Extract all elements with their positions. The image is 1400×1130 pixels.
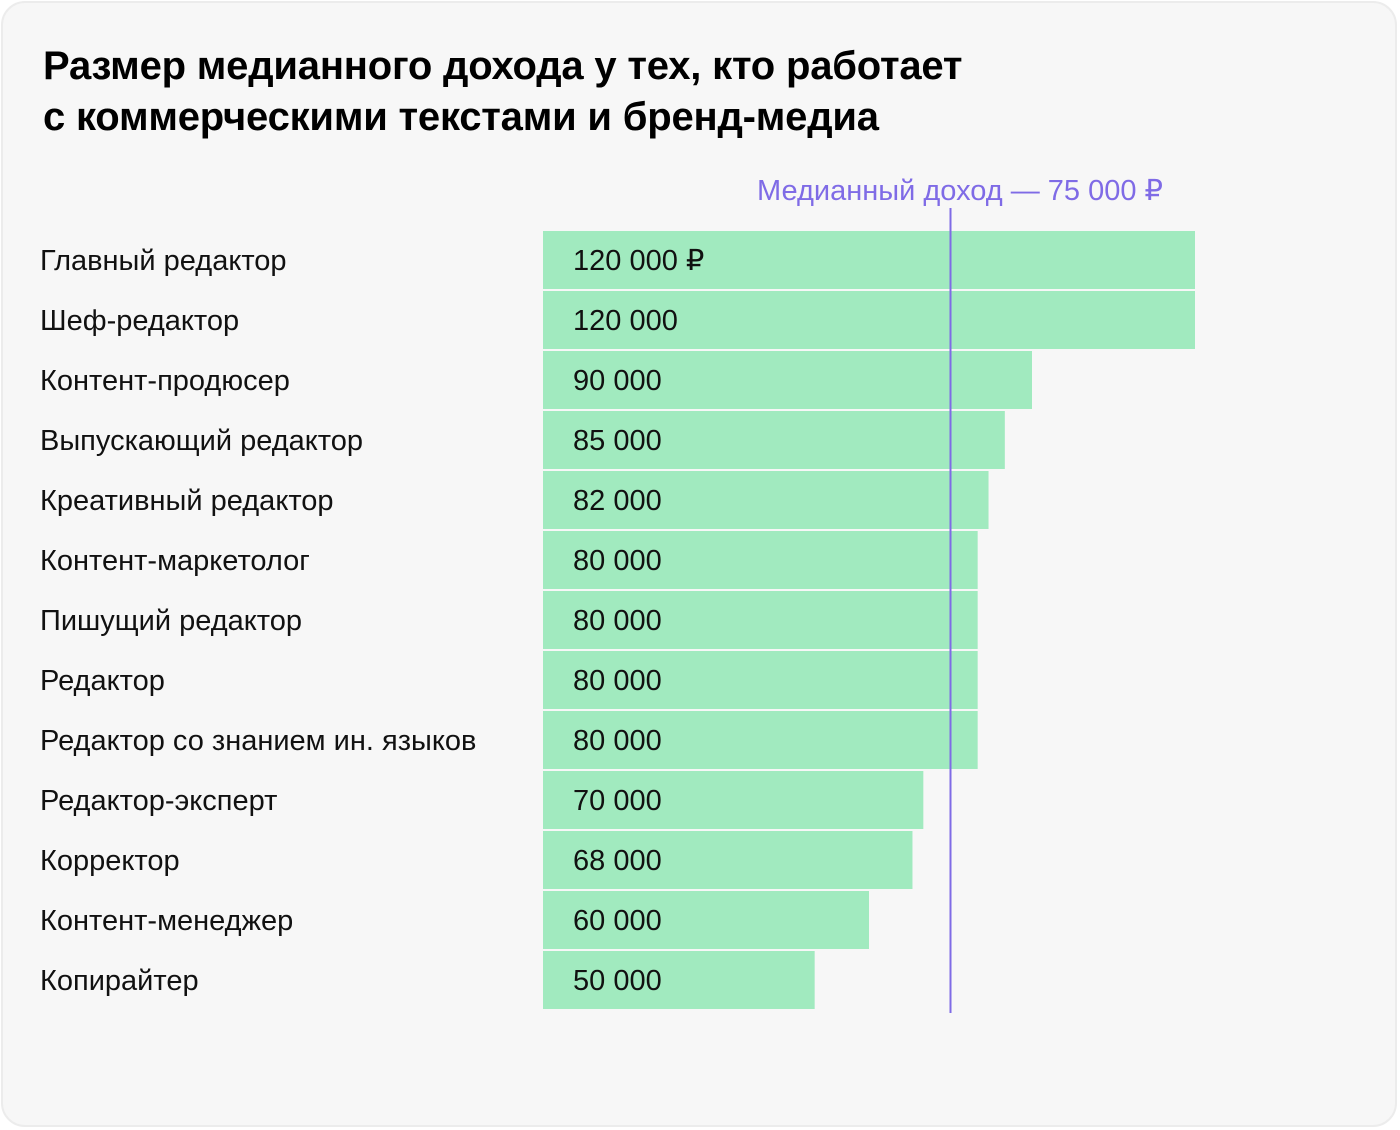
bar: [543, 651, 978, 709]
category-label: Редактор: [40, 665, 165, 697]
bar: [543, 771, 924, 829]
chart-title-line-1: Размер медианного дохода у тех, кто рабо…: [43, 44, 963, 88]
category-label: Редактор-эксперт: [40, 785, 277, 817]
bar: [543, 591, 978, 649]
bar: [543, 531, 978, 589]
bar: [543, 291, 1195, 349]
value-label: 120 000 ₽: [573, 245, 704, 277]
category-label: Пишущий редактор: [40, 605, 302, 637]
category-label: Контент-менеджер: [40, 905, 293, 937]
bar: [543, 891, 869, 949]
category-label: Выпускающий редактор: [40, 425, 363, 457]
bar: [543, 831, 913, 889]
category-label: Редактор со знанием ин. языков: [40, 725, 476, 757]
category-label: Креативный редактор: [40, 485, 334, 517]
category-label: Контент-продюсер: [40, 365, 290, 397]
bar: [543, 711, 978, 769]
value-label: 60 000: [573, 905, 662, 937]
value-label: 50 000: [573, 965, 662, 997]
value-label: 85 000: [573, 425, 662, 457]
category-label: Копирайтер: [40, 965, 199, 997]
category-label: Главный редактор: [40, 245, 287, 277]
value-label: 70 000: [573, 785, 662, 817]
value-label: 80 000: [573, 605, 662, 637]
bar: [543, 951, 815, 1009]
bar: [543, 231, 1195, 289]
value-label: 80 000: [573, 545, 662, 577]
bar: [543, 471, 989, 529]
category-label: Корректор: [40, 845, 180, 877]
chart-title-line-2: с коммерческими текстами и бренд-медиа: [43, 95, 879, 139]
value-label: 120 000: [573, 305, 678, 337]
value-label: 80 000: [573, 725, 662, 757]
category-label: Шеф-редактор: [40, 305, 239, 337]
value-label: 82 000: [573, 485, 662, 517]
bar: [543, 411, 1005, 469]
value-label: 80 000: [573, 665, 662, 697]
value-label: 90 000: [573, 365, 662, 397]
category-label: Контент-маркетолог: [40, 545, 310, 577]
value-label: 68 000: [573, 845, 662, 877]
chart-title: Размер медианного дохода у тех, кто рабо…: [43, 41, 1143, 143]
median-label: Медианный доход — 75 000 ₽: [757, 175, 1163, 207]
